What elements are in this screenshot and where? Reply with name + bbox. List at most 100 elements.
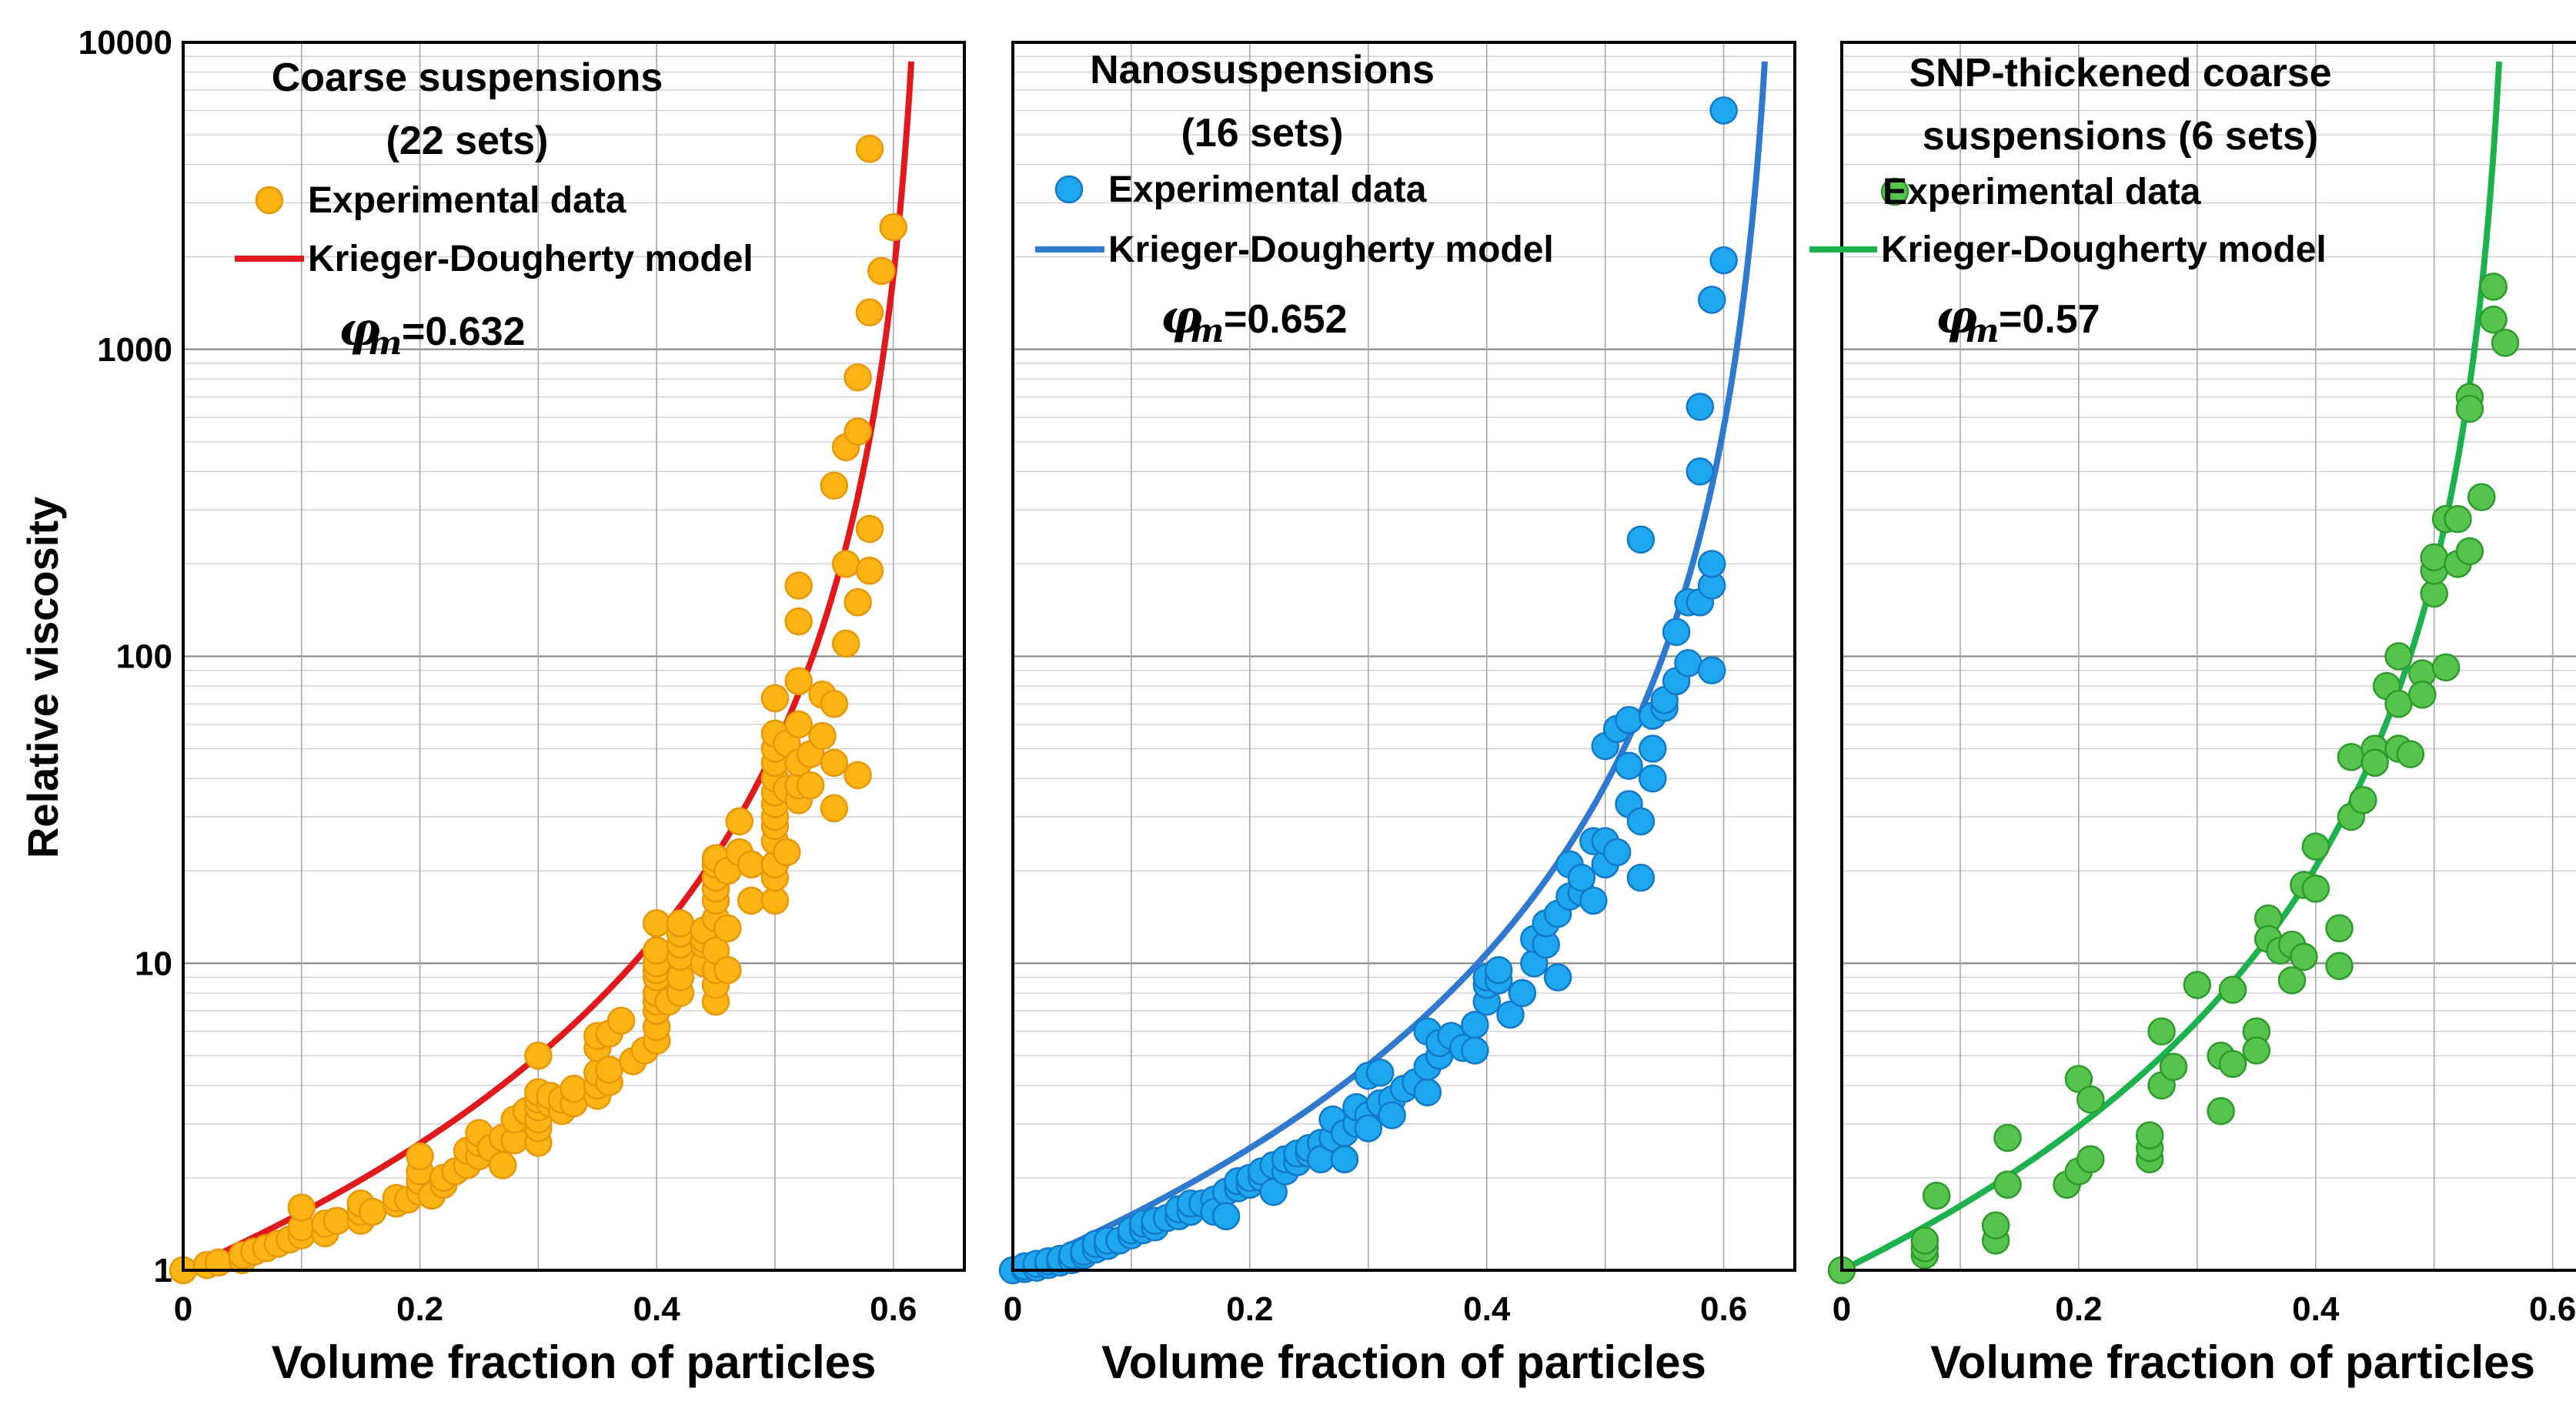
data-point xyxy=(2408,681,2437,709)
chart-panel-1: 1 10 100 1000 10000 0 0.2 0.4 0.6 Volume fraction… xyxy=(79,24,966,1388)
data-point xyxy=(642,936,671,965)
data-point xyxy=(2077,1145,2105,1174)
data-point xyxy=(1910,1226,1940,1255)
data-point xyxy=(1461,1036,1489,1065)
data-point xyxy=(855,298,884,326)
y-tick-label: 1 xyxy=(154,1252,172,1290)
data-point xyxy=(2207,1096,2235,1126)
x-tick-label: 0.4 xyxy=(1463,1290,1511,1328)
data-point xyxy=(831,550,860,578)
data-point xyxy=(1626,863,1656,892)
data-point xyxy=(1626,525,1656,554)
data-point xyxy=(2396,740,2425,768)
data-point xyxy=(2135,1121,2164,1150)
data-point xyxy=(1461,1011,1489,1039)
data-point xyxy=(844,588,872,617)
y-tick-label: 10 xyxy=(135,945,172,982)
legend-label-line: Krieger-Dougherty model xyxy=(1881,229,2327,270)
data-point xyxy=(1709,96,1738,125)
data-point xyxy=(1686,393,1715,421)
chart-title-line: (16 sets) xyxy=(1181,111,1344,156)
legend-label-points: Experimental data xyxy=(308,180,626,221)
data-point xyxy=(666,909,695,938)
y-tick-label: 1000 xyxy=(97,331,172,369)
data-point xyxy=(560,1075,588,1103)
data-point xyxy=(1354,1114,1383,1142)
data-point xyxy=(1543,963,1572,992)
data-point xyxy=(784,667,813,696)
data-point xyxy=(737,886,766,915)
data-point xyxy=(1697,286,1726,314)
data-point xyxy=(867,256,896,286)
phi-symbol: φ xyxy=(1936,290,1977,344)
data-point xyxy=(2420,543,2448,572)
phi-subscript: m xyxy=(1190,312,1224,350)
data-point xyxy=(1496,1000,1525,1029)
data-point xyxy=(322,1206,352,1235)
data-point xyxy=(642,909,671,938)
data-point xyxy=(1330,1145,1359,1174)
data-point xyxy=(2384,690,2413,718)
data-point xyxy=(784,710,813,739)
data-point xyxy=(2325,952,2354,980)
data-points xyxy=(1827,273,2520,1285)
data-point xyxy=(1993,1170,2022,1199)
legend-label-line: Krieger-Dougherty model xyxy=(1108,229,1554,270)
phi-subscript: m xyxy=(1965,312,1999,350)
data-point xyxy=(1626,807,1656,836)
phi-symbol: φ xyxy=(1161,290,1202,344)
phi-m-annotation: φm =0.632 xyxy=(339,303,526,362)
data-point xyxy=(2301,875,2330,903)
data-point xyxy=(820,471,849,500)
y-tick-label: 10000 xyxy=(79,24,172,62)
x-tick-label: 0 xyxy=(174,1290,192,1328)
phi-subscript: m xyxy=(368,324,402,362)
data-point xyxy=(2455,394,2484,423)
data-point xyxy=(2242,1036,2271,1065)
data-point xyxy=(1674,649,1702,677)
chart-title-line: Coarse suspensions xyxy=(272,55,663,100)
data-point xyxy=(1615,706,1643,734)
data-point xyxy=(737,850,766,879)
data-point xyxy=(844,363,872,392)
data-point xyxy=(1484,955,1513,985)
data-point xyxy=(488,1151,517,1179)
data-point xyxy=(524,1042,553,1070)
data-point xyxy=(725,807,754,836)
data-point xyxy=(2277,966,2307,995)
data-point xyxy=(2325,914,2354,943)
data-point xyxy=(2491,329,2520,357)
x-axis-label: Volume fraction of particles xyxy=(1101,1336,1706,1388)
legend-marker-points xyxy=(1880,177,1909,206)
x-tick-label: 0 xyxy=(1833,1290,1851,1328)
data-point xyxy=(1922,1181,1951,1210)
data-point xyxy=(2360,748,2389,778)
data-point xyxy=(1639,734,1667,763)
data-point xyxy=(2183,971,2212,999)
plot-frame xyxy=(1011,41,1796,1272)
data-point xyxy=(820,690,849,718)
data-point xyxy=(2384,642,2413,671)
data-point xyxy=(1211,1202,1241,1231)
x-tick-label: 0.6 xyxy=(2529,1290,2576,1328)
phi-symbol: φ xyxy=(339,303,380,356)
data-point xyxy=(595,1055,623,1084)
data-point xyxy=(879,212,907,242)
model-curve xyxy=(1011,61,1768,1273)
data-point xyxy=(784,607,813,636)
data-point xyxy=(1697,656,1726,684)
data-point xyxy=(773,838,801,867)
legend-label-points: Experimental data xyxy=(1108,169,1427,210)
chart-title-line: suspensions (6 sets) xyxy=(1923,114,2318,159)
legend-marker-points xyxy=(1054,175,1084,204)
x-tick-label: 0.6 xyxy=(1700,1290,1747,1328)
data-point xyxy=(1639,764,1667,793)
legend-marker-points xyxy=(255,186,284,215)
phi-value: =0.652 xyxy=(1224,297,1348,342)
data-point xyxy=(1567,863,1596,892)
data-point xyxy=(855,135,884,163)
x-tick-label: 0.2 xyxy=(2055,1290,2102,1328)
data-point xyxy=(1697,550,1726,578)
